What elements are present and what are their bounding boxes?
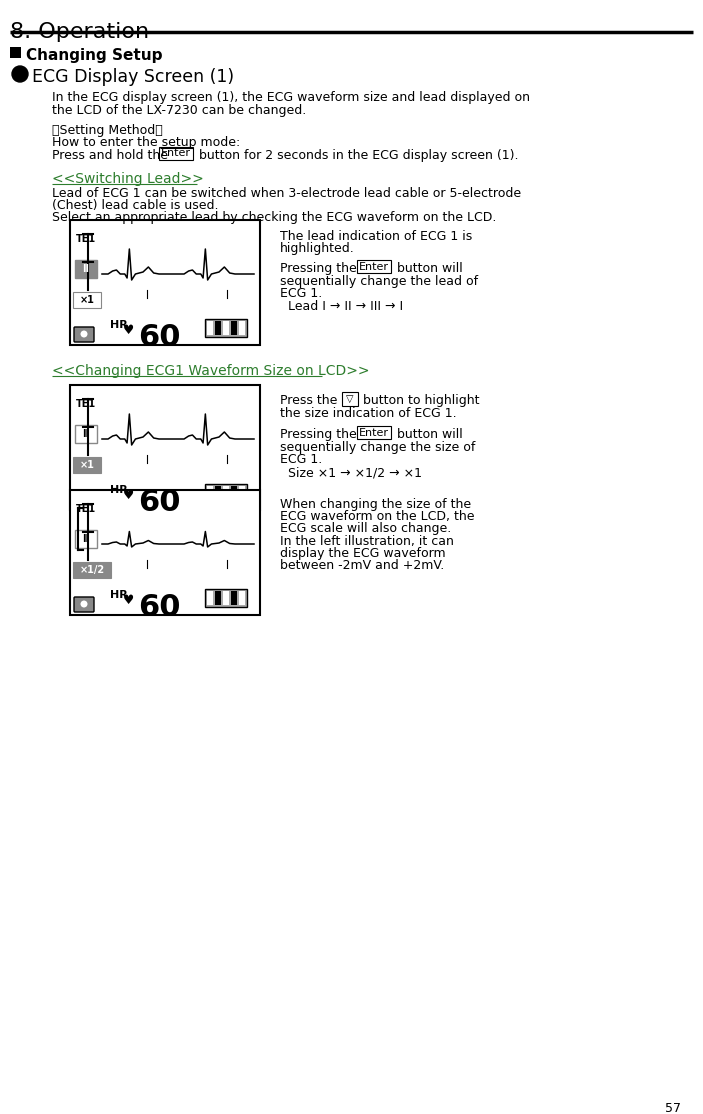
FancyBboxPatch shape — [74, 492, 94, 507]
Text: TE1: TE1 — [76, 234, 96, 244]
Text: ♥: ♥ — [123, 324, 134, 338]
Text: HR: HR — [110, 320, 128, 330]
Text: Lead of ECG 1 can be switched when 3-electrode lead cable or 5-electrode: Lead of ECG 1 can be switched when 3-ele… — [52, 187, 521, 201]
Polygon shape — [215, 486, 221, 500]
Text: ECG 1.: ECG 1. — [280, 287, 322, 300]
Text: Enter: Enter — [359, 428, 389, 438]
Text: ♥: ♥ — [123, 489, 134, 502]
Text: ♥: ♥ — [123, 594, 134, 607]
Text: HR: HR — [110, 590, 128, 600]
Text: 60: 60 — [138, 323, 181, 352]
Text: Changing Setup: Changing Setup — [26, 48, 162, 63]
Text: 8. Operation: 8. Operation — [10, 22, 149, 42]
Polygon shape — [231, 321, 237, 335]
FancyBboxPatch shape — [70, 219, 260, 345]
Polygon shape — [215, 592, 221, 605]
Text: <<Switching Lead>>: <<Switching Lead>> — [52, 172, 204, 186]
Text: ×1: ×1 — [79, 295, 94, 305]
Text: Press the: Press the — [280, 394, 345, 407]
Text: <<Changing ECG1 Waveform Size on LCD>>: <<Changing ECG1 Waveform Size on LCD>> — [52, 364, 370, 378]
FancyBboxPatch shape — [357, 260, 391, 273]
Polygon shape — [207, 592, 213, 605]
Text: II: II — [82, 534, 89, 544]
Text: TE1: TE1 — [76, 504, 96, 514]
Text: II: II — [82, 264, 89, 274]
FancyBboxPatch shape — [70, 385, 260, 510]
Polygon shape — [239, 321, 245, 335]
Text: button for 2 seconds in the ECG display screen (1).: button for 2 seconds in the ECG display … — [195, 149, 519, 162]
FancyBboxPatch shape — [74, 328, 94, 342]
Text: The lead indication of ECG 1 is: The lead indication of ECG 1 is — [280, 229, 472, 243]
Circle shape — [81, 496, 87, 502]
Polygon shape — [223, 321, 229, 335]
Text: ECG waveform on the LCD, the: ECG waveform on the LCD, the — [280, 510, 475, 522]
Text: ▽: ▽ — [347, 394, 354, 404]
Text: In the left illustration, it can: In the left illustration, it can — [280, 535, 454, 548]
FancyBboxPatch shape — [342, 392, 358, 405]
Polygon shape — [231, 486, 237, 500]
Text: II: II — [82, 429, 89, 439]
FancyBboxPatch shape — [73, 292, 101, 307]
Polygon shape — [215, 321, 221, 335]
Text: the size indication of ECG 1.: the size indication of ECG 1. — [280, 407, 457, 420]
Text: ×1: ×1 — [79, 460, 94, 470]
FancyBboxPatch shape — [205, 483, 247, 502]
Polygon shape — [239, 486, 245, 500]
FancyBboxPatch shape — [73, 457, 101, 473]
FancyBboxPatch shape — [73, 561, 111, 578]
Text: button to highlight: button to highlight — [359, 394, 479, 407]
Polygon shape — [231, 592, 237, 605]
Text: ×1/2: ×1/2 — [79, 565, 105, 575]
Text: sequentially change the size of: sequentially change the size of — [280, 441, 475, 455]
FancyBboxPatch shape — [205, 589, 247, 607]
Text: Select an appropriate lead by checking the ECG waveform on the LCD.: Select an appropriate lead by checking t… — [52, 211, 496, 224]
Polygon shape — [223, 592, 229, 605]
Circle shape — [12, 66, 28, 82]
Text: When changing the size of the: When changing the size of the — [280, 498, 471, 511]
Text: display the ECG waveform: display the ECG waveform — [280, 547, 446, 560]
Text: Pressing the: Pressing the — [280, 262, 361, 275]
Text: How to enter the setup mode:: How to enter the setup mode: — [52, 136, 240, 149]
Text: 「Setting Method」: 「Setting Method」 — [52, 124, 163, 137]
FancyBboxPatch shape — [10, 47, 21, 58]
Text: button will: button will — [393, 262, 463, 275]
Text: between -2mV and +2mV.: between -2mV and +2mV. — [280, 559, 444, 571]
Text: the LCD of the LX-7230 can be changed.: the LCD of the LX-7230 can be changed. — [52, 104, 307, 117]
FancyBboxPatch shape — [357, 426, 391, 439]
FancyBboxPatch shape — [159, 147, 193, 160]
FancyBboxPatch shape — [74, 597, 94, 612]
FancyBboxPatch shape — [70, 490, 260, 615]
Text: ECG scale will also change.: ECG scale will also change. — [280, 522, 451, 535]
Polygon shape — [207, 486, 213, 500]
Text: Size ×1 → ×1/2 → ×1: Size ×1 → ×1/2 → ×1 — [288, 466, 422, 479]
FancyBboxPatch shape — [205, 319, 247, 338]
FancyBboxPatch shape — [75, 530, 97, 548]
Text: Enter: Enter — [359, 262, 389, 272]
Text: (Chest) lead cable is used.: (Chest) lead cable is used. — [52, 199, 219, 212]
Text: HR: HR — [110, 485, 128, 495]
Text: ECG 1.: ECG 1. — [280, 453, 322, 466]
Text: In the ECG display screen (1), the ECG waveform size and lead displayed on: In the ECG display screen (1), the ECG w… — [52, 91, 530, 104]
Polygon shape — [223, 486, 229, 500]
Text: Enter: Enter — [161, 148, 191, 158]
Text: sequentially change the lead of: sequentially change the lead of — [280, 275, 478, 289]
Text: button will: button will — [393, 428, 463, 441]
Polygon shape — [207, 321, 213, 335]
Text: Lead I → II → III → I: Lead I → II → III → I — [288, 300, 403, 313]
Polygon shape — [239, 592, 245, 605]
Circle shape — [81, 600, 87, 607]
FancyBboxPatch shape — [75, 260, 97, 278]
Text: 57: 57 — [665, 1102, 681, 1114]
Text: Pressing the: Pressing the — [280, 428, 361, 441]
Text: Press and hold the: Press and hold the — [52, 149, 172, 162]
Text: 60: 60 — [138, 488, 181, 517]
FancyBboxPatch shape — [75, 426, 97, 443]
Text: highlighted.: highlighted. — [280, 242, 355, 255]
Circle shape — [81, 331, 87, 338]
Text: TE1: TE1 — [76, 399, 96, 409]
Text: ECG Display Screen (1): ECG Display Screen (1) — [32, 68, 234, 86]
Text: 60: 60 — [138, 593, 181, 622]
